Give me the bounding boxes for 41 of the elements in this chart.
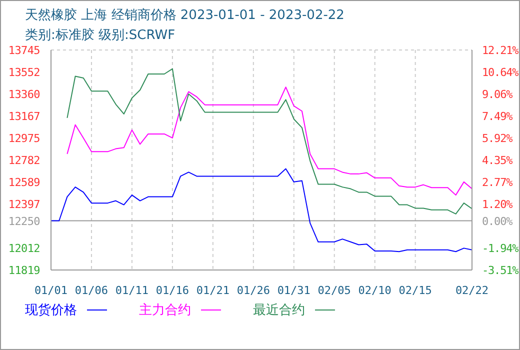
y-tick-label: 13745 <box>8 44 40 57</box>
x-tick-label: 01/11 <box>115 284 149 297</box>
y-tick-label: 12782 <box>8 154 40 167</box>
y2-tick-label: 7.49% <box>482 110 514 124</box>
legend-label: 最近合约 <box>253 302 305 319</box>
y2-tick-label: 2.77% <box>482 176 514 190</box>
x-tick-label: 01/06 <box>74 284 108 297</box>
x-tick-label: 01/16 <box>156 284 190 297</box>
y-tick-label: 13360 <box>8 88 40 101</box>
x-tick-label: 02/22 <box>455 284 489 297</box>
y-tick-label: 11819 <box>8 264 40 277</box>
y-tick-label: 12250 <box>8 214 40 228</box>
x-tick-label: 01/26 <box>236 284 270 297</box>
x-tick-label: 01/31 <box>277 284 310 297</box>
x-tick-label: 02/15 <box>398 284 432 297</box>
line-series <box>66 68 472 214</box>
line-series <box>66 86 472 196</box>
chart-subtitle: 类别:标准胶 级别:SCRWF <box>25 27 176 44</box>
y2-tick-label: -1.94% <box>482 242 520 256</box>
y-tick-label: 13552 <box>8 66 40 80</box>
y-tick-label: 12975 <box>8 132 40 145</box>
x-tick-label: 01/01 <box>34 284 68 297</box>
y2-tick-label: 4.35% <box>482 154 514 167</box>
x-tick-label: 01/21 <box>196 284 230 297</box>
x-tick-label: 02/10 <box>358 284 392 297</box>
legend-label: 主力合约 <box>139 302 191 319</box>
y-tick-label: 12012 <box>8 242 40 255</box>
y2-tick-label: 1.20% <box>482 198 514 212</box>
legend-label: 现货价格 <box>25 302 77 319</box>
line-series <box>51 168 472 252</box>
x-tick-label: 02/05 <box>318 284 351 297</box>
y2-tick-label: 10.64% <box>482 66 520 79</box>
y2-tick-label: -3.51% <box>482 264 520 277</box>
y-tick-label: 13167 <box>8 110 40 124</box>
chart-title: 天然橡胶 上海 经销商价格 2023-01-01 - 2023-02-22 <box>25 7 344 24</box>
y2-tick-label: 0.00% <box>482 214 514 228</box>
y-tick-label: 12397 <box>8 198 40 211</box>
y2-tick-label: 5.92% <box>482 132 514 146</box>
y-tick-label: 12589 <box>8 176 40 190</box>
y2-tick-label: 9.06% <box>482 88 514 102</box>
y2-tick-label: 12.21% <box>482 44 520 57</box>
